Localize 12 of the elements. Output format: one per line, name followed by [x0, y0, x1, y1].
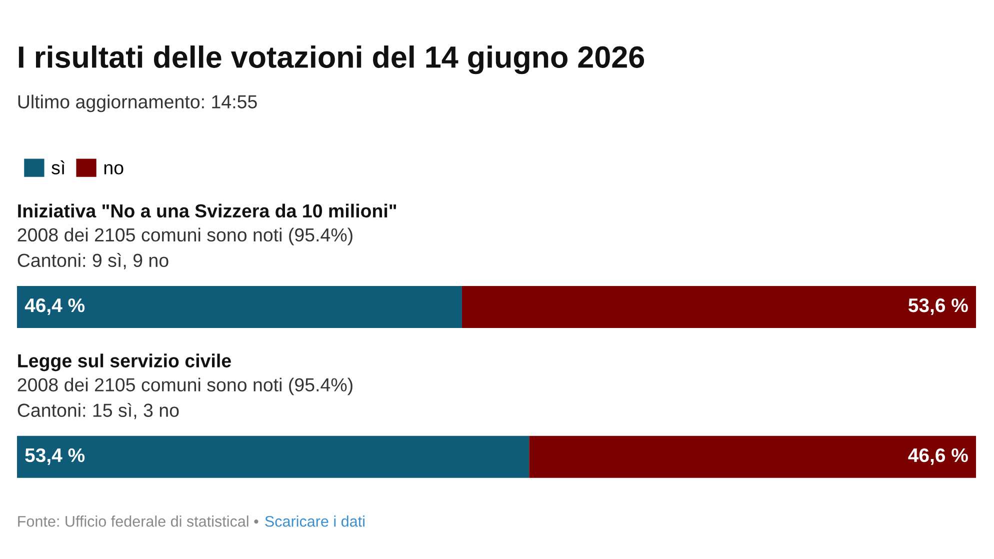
y-tick-label: Legge sul servizio civile 2008 dei 2105 comuni sono noti (95.4%) Cantoni: 15 sì, 3 no [18, 354, 352, 420]
data-label: 46,4 % [24, 298, 85, 316]
chart-subtitle: Ultimo aggiornamento: 14:55 [18, 94, 257, 112]
text: Scaricare i dati [265, 516, 364, 527]
data-label: 53,4 % [25, 448, 85, 465]
data-label: 53,6 % [908, 298, 968, 316]
data-label: 46,6 % [908, 448, 968, 465]
legend-label: sì [52, 160, 64, 174]
chart-title: I risultati delle votazioni del 14 giugno 2026 [18, 46, 644, 74]
legend-label: no [104, 164, 124, 174]
source-note: Fonte: Ufficio federale di statistical • [18, 516, 258, 527]
y-tick-label: Iniziativa "No a una Svizzera da 10 milioni" 2008 dei 2105 comuni sono noti (95.4%) Cantoni: 9 sì, 9 no [18, 204, 396, 270]
